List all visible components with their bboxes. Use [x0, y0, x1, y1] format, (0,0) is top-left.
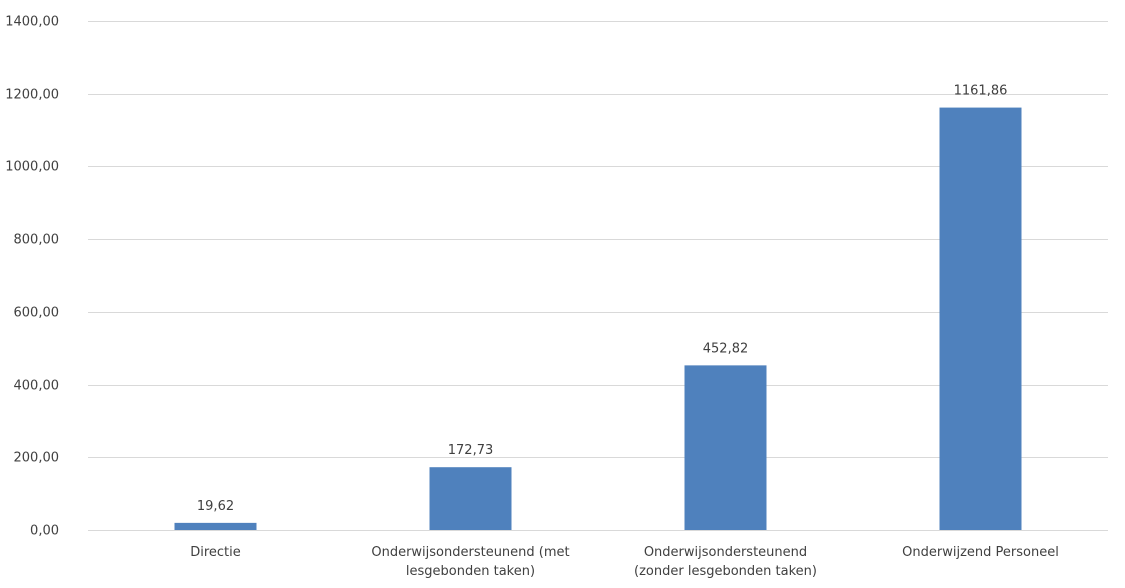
- y-tick-label: 1400,00: [5, 15, 59, 30]
- bars: [174, 107, 1022, 530]
- y-tick-label: 200,00: [14, 451, 60, 466]
- y-tick-label: 1200,00: [5, 88, 59, 103]
- category-label-line: Onderwijsondersteunend (met: [371, 545, 569, 560]
- bar: [429, 467, 512, 530]
- category-label: Onderwijsondersteunend (zonder lesgebonde…: [634, 545, 817, 579]
- y-axis-ticks: 0,00 200,00 400,00 600,00 800,00 1000,00 1200,…: [5, 15, 59, 539]
- bar: [174, 522, 257, 530]
- bar: [684, 365, 767, 530]
- category-label-line: Directie: [190, 545, 241, 560]
- category-label-line: (zonder lesgebonden taken): [634, 564, 817, 579]
- category-label-line: Onderwijzend Personeel: [902, 545, 1059, 560]
- category-label-line: lesgebonden taken): [406, 564, 535, 579]
- y-tick-label: 1000,00: [5, 160, 59, 175]
- data-label: 452,82: [703, 341, 749, 356]
- gridlines: [88, 21, 1108, 531]
- y-tick-label: 400,00: [14, 379, 60, 394]
- category-labels: Directie Onderwijsondersteunend (met lesge…: [190, 545, 1059, 579]
- category-label-line: Onderwijsondersteunend: [644, 545, 807, 560]
- category-label: Onderwijsondersteunend (met lesgebonden t…: [371, 545, 569, 579]
- y-tick-label: 800,00: [14, 233, 60, 248]
- y-tick-label: 600,00: [14, 306, 60, 321]
- category-label: Directie: [190, 545, 241, 560]
- data-label: 172,73: [448, 443, 494, 458]
- data-label: 1161,86: [954, 84, 1008, 99]
- y-tick-label: 0,00: [30, 524, 59, 539]
- bar: [939, 107, 1022, 530]
- data-label: 19,62: [197, 499, 234, 514]
- data-labels: 19,62 172,73 452,82 1161,86: [197, 84, 1007, 514]
- category-label: Onderwijzend Personeel: [902, 545, 1059, 560]
